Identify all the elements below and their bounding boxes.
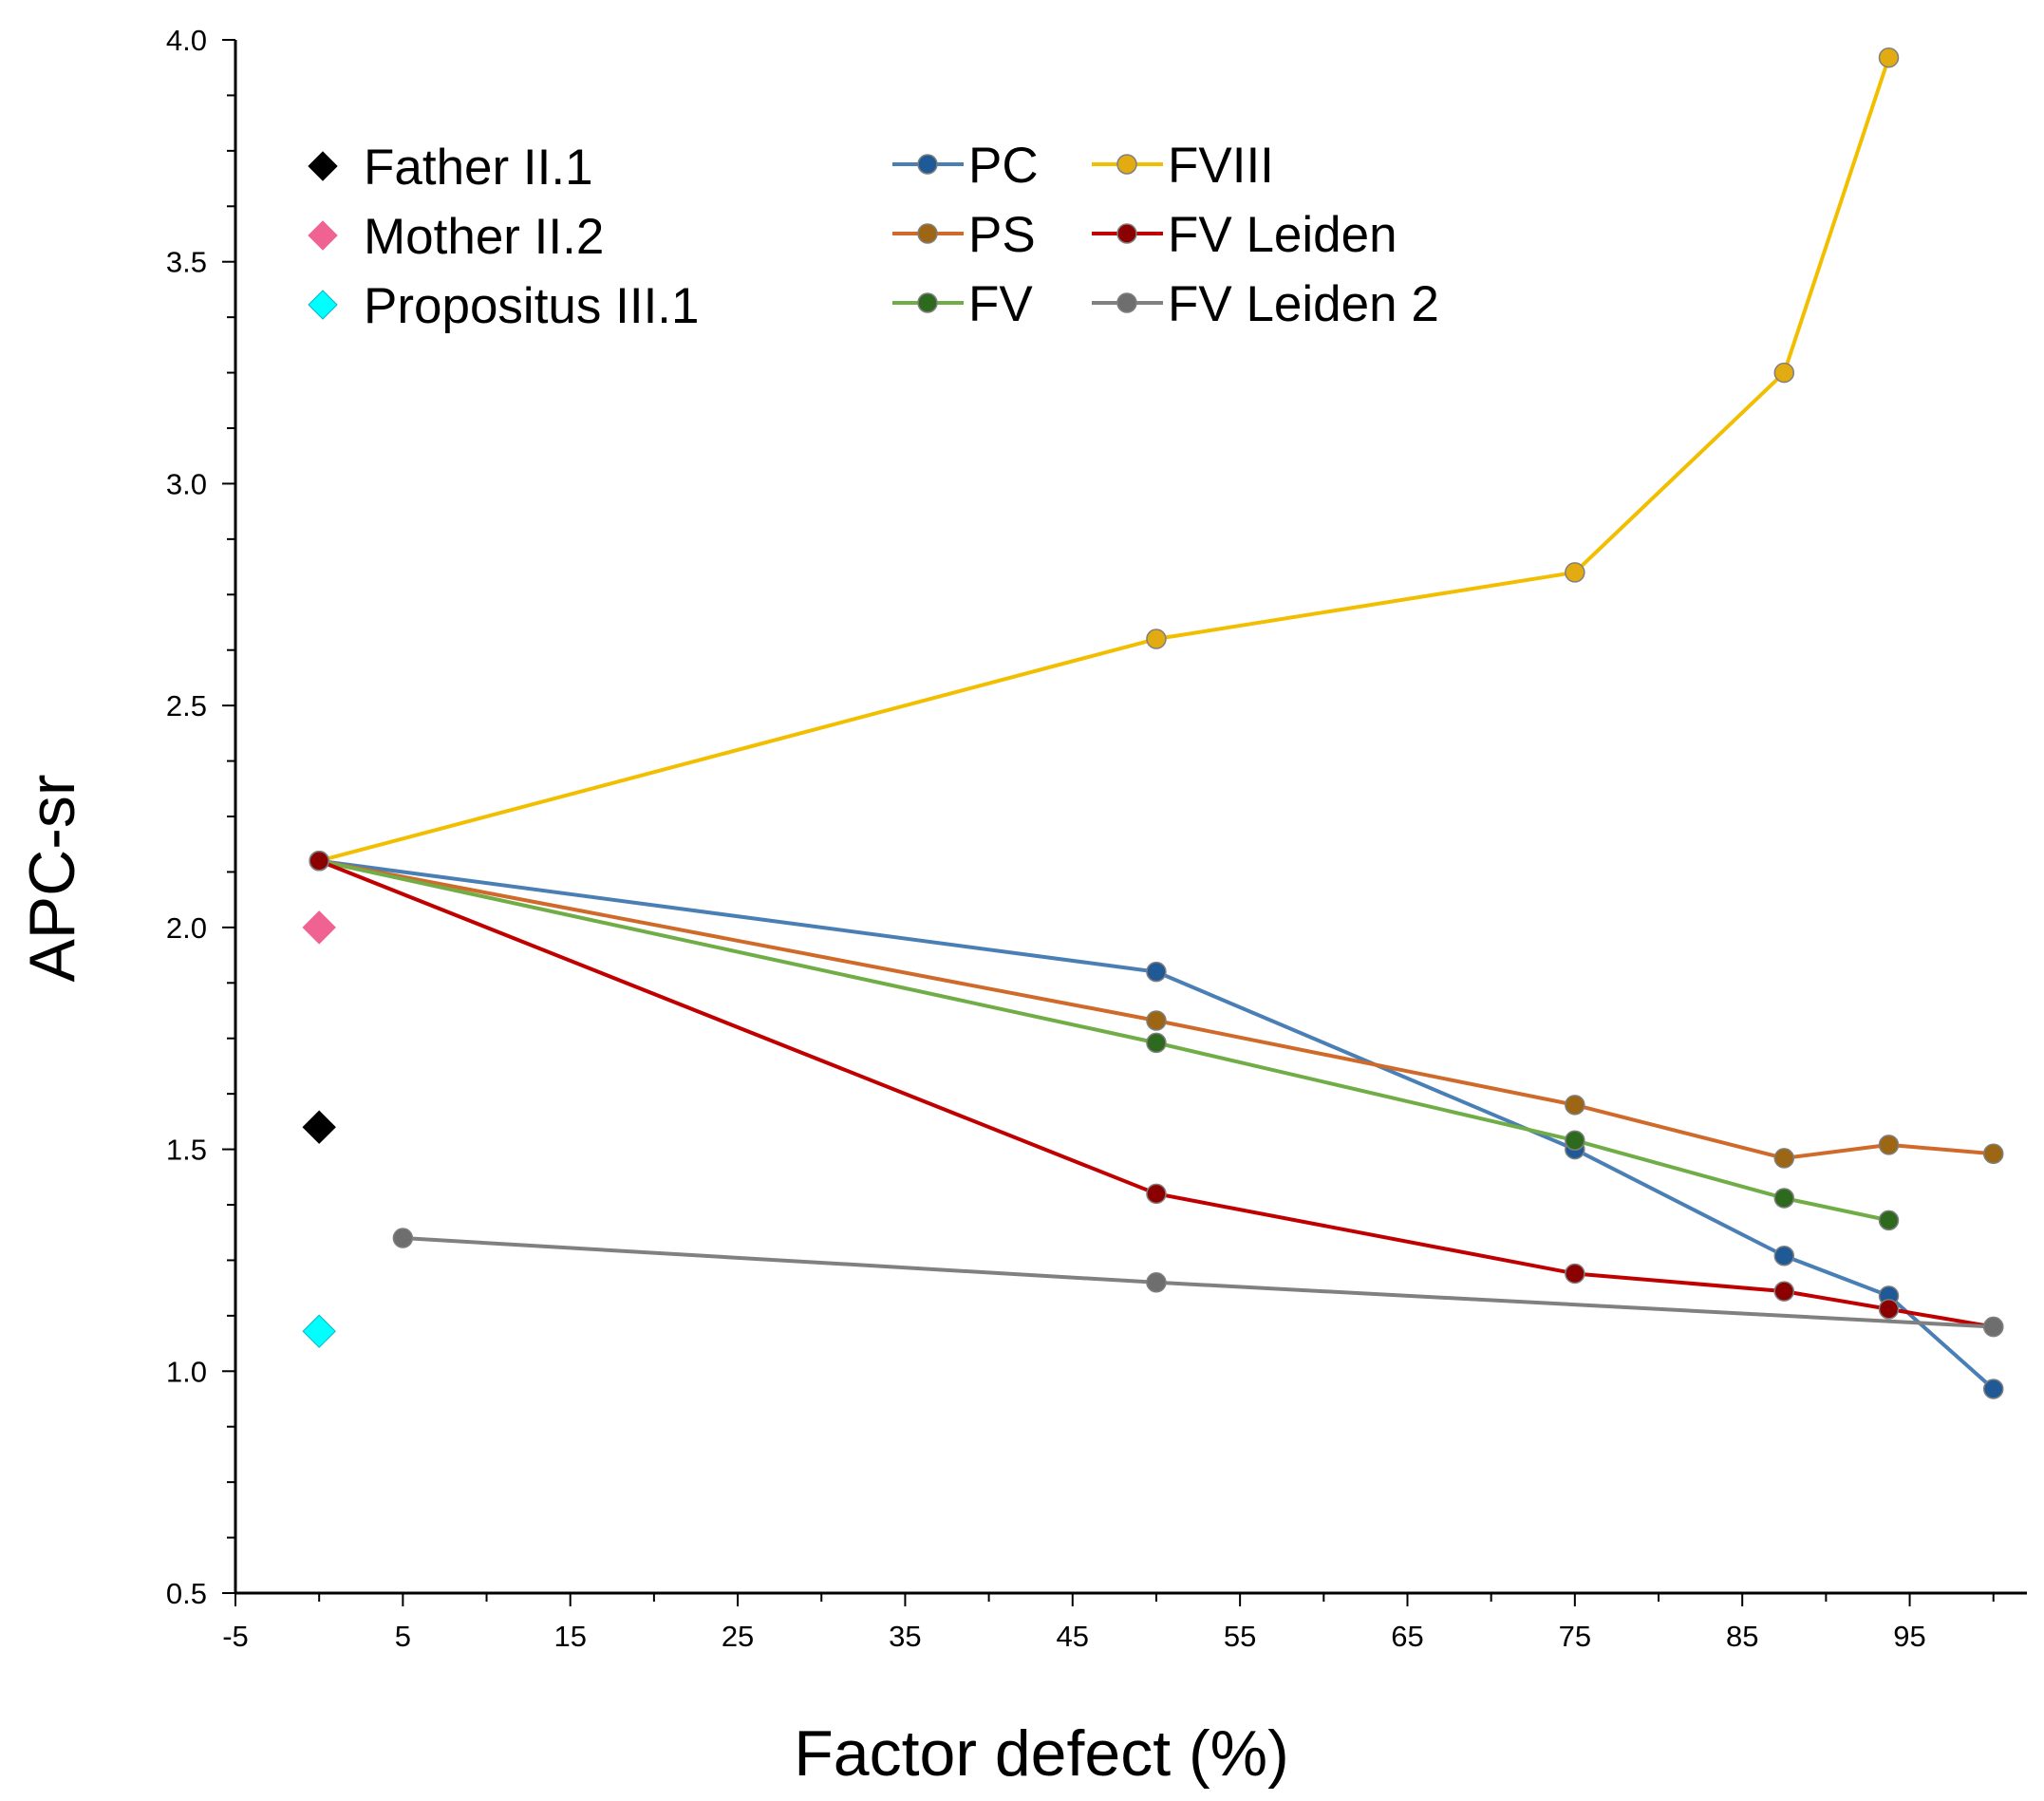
data-point-ps (1878, 1135, 1900, 1155)
y-tick-label: 3.0 (166, 467, 207, 500)
legend-item-fviii: FVIII (1092, 138, 1274, 194)
y-axis-ticks: 0.5 1.0 1.5 2.0 2.5 3.0 3.5 4.0 (166, 24, 235, 1610)
point-propositus-iii-1 (302, 1314, 336, 1348)
legend-marker-fviii (1116, 154, 1137, 175)
data-point-fv (1565, 1130, 1585, 1151)
legend: Father II.1 Mother II.2 Propositus III.1 PC… (308, 138, 1439, 334)
legend-item-pc: PC (892, 138, 1039, 194)
series-line-fv (318, 858, 1889, 1223)
y-axis-title: APC-sr (16, 774, 88, 982)
legend-marker-propositus-iii-1 (308, 290, 338, 320)
x-tick-label: 15 (553, 1620, 586, 1653)
series-line-pc (318, 858, 1996, 1391)
x-tick-label: 55 (1224, 1620, 1256, 1653)
data-point-fviii (1878, 47, 1900, 68)
data-point-fv-leiden-2 (1982, 1316, 2004, 1338)
x-tick-label: 85 (1726, 1620, 1758, 1653)
series-pc (309, 850, 2004, 1399)
data-point-fviii (1565, 562, 1585, 583)
legend-label: Father II.1 (364, 140, 593, 196)
data-point-fv-leiden-2 (1146, 1272, 1167, 1293)
series-line-fv-leiden (318, 858, 1995, 1329)
legend-label: FVIII (1168, 138, 1274, 194)
data-point-fv-leiden (1878, 1299, 1900, 1320)
legend-label: PS (968, 207, 1036, 263)
data-point-ps (1565, 1095, 1585, 1116)
data-point-fviii (1146, 628, 1167, 649)
x-tick-label: 75 (1559, 1620, 1591, 1653)
series-fviii (309, 47, 1900, 872)
legend-item-father-ii-1: Father II.1 (308, 140, 593, 196)
x-axis-title: Factor defect (%) (794, 1717, 1289, 1790)
data-point-fv (1146, 1032, 1167, 1054)
y-tick-label: 0.5 (166, 1577, 207, 1610)
series-line-ps (318, 858, 1994, 1160)
data-point-fv (1773, 1188, 1795, 1209)
y-tick-label: 4.0 (166, 24, 207, 57)
data-point-fv-leiden (1773, 1281, 1795, 1302)
legend-item-propositus-iii-1: Propositus III.1 (308, 278, 700, 334)
points-layer (302, 910, 336, 1348)
x-tick-label: -5 (222, 1620, 249, 1653)
x-tick-label: 95 (1893, 1620, 1925, 1653)
legend-label: Propositus III.1 (364, 278, 700, 334)
legend-label: FV Leiden 2 (1168, 276, 1439, 332)
x-tick-label: 45 (1057, 1620, 1089, 1653)
legend-item-fv: FV (892, 276, 1033, 332)
x-tick-label: 5 (395, 1620, 411, 1653)
series-ps (309, 850, 2004, 1169)
y-tick-label: 2.5 (166, 689, 207, 722)
x-axis-ticks: -5 5 15 25 35 45 55 65 75 85 95 (222, 1593, 1995, 1653)
legend-label: PC (968, 138, 1039, 194)
series-fv-leiden-2 (392, 1228, 2004, 1338)
y-tick-label: 2.0 (166, 911, 207, 945)
x-tick-label: 25 (722, 1620, 754, 1653)
data-point-pc (1773, 1246, 1795, 1266)
y-tick-label: 3.5 (166, 246, 207, 279)
series-line-fv-leiden-2 (403, 1236, 1994, 1329)
x-tick-label: 35 (889, 1620, 921, 1653)
data-point-fv-leiden (309, 850, 329, 872)
point-father-ii-1 (302, 1110, 336, 1144)
data-point-fv-leiden (1146, 1183, 1167, 1205)
legend-label: FV (968, 276, 1033, 332)
legend-item-mother-ii-2: Mother II.2 (308, 209, 604, 265)
legend-marker-pc (917, 154, 938, 175)
data-point-pc (1146, 961, 1167, 983)
legend-label: Mother II.2 (364, 209, 604, 265)
legend-marker-father-ii-1 (308, 151, 338, 181)
y-tick-label: 1.5 (166, 1134, 207, 1167)
data-point-ps (1982, 1143, 2004, 1164)
data-point-ps (1773, 1148, 1795, 1169)
data-point-fviii (1773, 362, 1795, 384)
legend-marker-ps (917, 223, 938, 244)
legend-item-ps: PS (892, 207, 1036, 263)
series-fv-leiden (309, 850, 2004, 1338)
legend-marker-fv-leiden (1116, 223, 1137, 244)
point-mother-ii-2 (302, 910, 336, 945)
axes: 0.5 1.0 1.5 2.0 2.5 3.0 3.5 4.0 -5 5 15 25 35 45 55 65… (166, 24, 2027, 1653)
data-point-ps (1146, 1010, 1167, 1031)
y-tick-label: 1.0 (166, 1355, 207, 1388)
data-point-pc (1982, 1379, 2004, 1399)
legend-marker-fv-leiden-2 (1116, 292, 1137, 313)
data-point-fv-leiden (1565, 1263, 1585, 1285)
data-point-fv-leiden-2 (392, 1228, 414, 1248)
legend-item-fv-leiden: FV Leiden (1092, 207, 1397, 263)
legend-label: FV Leiden (1168, 207, 1397, 263)
x-tick-label: 65 (1391, 1620, 1423, 1653)
data-point-fv (1878, 1210, 1900, 1231)
legend-item-fv-leiden-2: FV Leiden 2 (1092, 276, 1439, 332)
series-layer (309, 47, 2004, 1399)
legend-marker-fv (917, 292, 938, 313)
legend-marker-mother-ii-2 (308, 220, 338, 251)
